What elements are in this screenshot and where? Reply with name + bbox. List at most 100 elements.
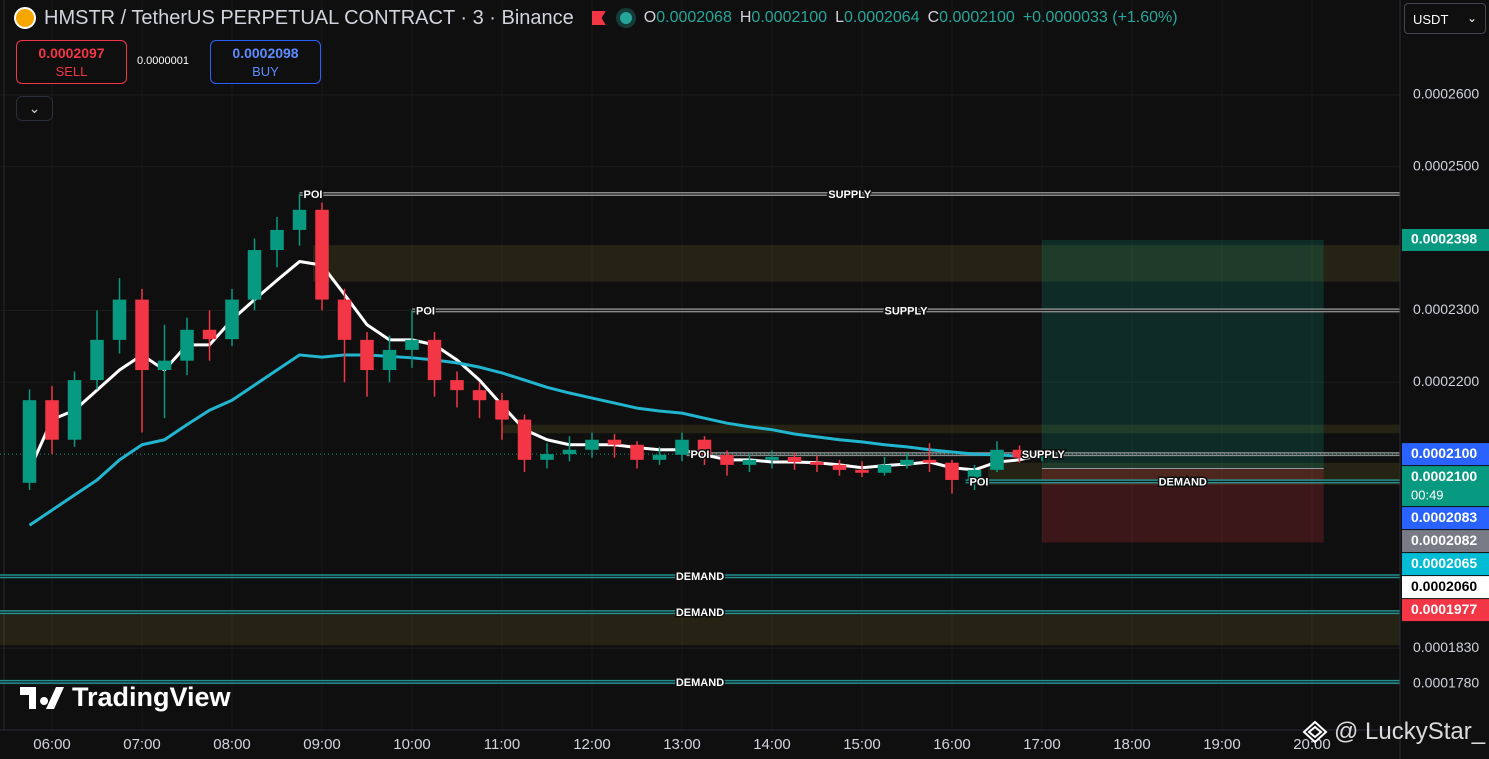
header: HMSTR / TetherUS PERPETUAL CONTRACT · 3 … (14, 4, 1178, 32)
x-tick-label: 19:00 (1203, 736, 1241, 753)
candle-body (180, 329, 194, 361)
price-label-bg (1402, 576, 1489, 599)
candle-body (360, 339, 374, 371)
price-label-bg (1402, 443, 1489, 466)
price-label: 0.0002082 (1411, 532, 1477, 548)
level-label: DEMAND (676, 677, 724, 689)
dropdown-arrow: ⌄ (1466, 11, 1477, 25)
level-label: DEMAND (676, 607, 724, 619)
x-tick-label: 12:00 (573, 736, 611, 753)
level-label: SUPPLY (828, 189, 872, 201)
candle-body (22, 400, 37, 483)
level-label: SUPPLY (1022, 449, 1066, 461)
candle-body (135, 299, 149, 371)
ohlc-item: L0.0002064 (835, 9, 920, 27)
ohlc-key: H (739, 9, 752, 26)
price-axis (1400, 0, 1489, 759)
author: @ LuckyStar_ (1334, 718, 1486, 745)
y-tick-label: 0.0002200 (1413, 373, 1479, 389)
candle-body (810, 461, 824, 465)
ohlc-key: L (835, 9, 844, 26)
candle-body (630, 444, 644, 460)
ohlc-key: C (927, 9, 940, 26)
candle-body (427, 339, 442, 381)
x-tick-label: 10:00 (393, 736, 431, 753)
x-tick-label: 06:00 (33, 736, 71, 753)
currency: USDT (1413, 12, 1449, 27)
level-label: DEMAND (1159, 476, 1207, 488)
ohlc-item: C0.0002100 (928, 9, 1015, 27)
candle-body (787, 456, 802, 462)
collapse-button[interactable]: ⌄ (16, 96, 53, 121)
x-tick-label: 20:00 (1293, 736, 1331, 753)
ohlc-item: H0.0002100 (740, 9, 827, 27)
x-tick-label: 17:00 (1023, 736, 1061, 753)
sell-price: 0.0002097 (38, 45, 105, 61)
moving-average (28, 353, 1042, 527)
price-label-bg (1402, 553, 1489, 576)
y-tick-label: 0.0001780 (1413, 675, 1479, 691)
ohlc-value: 0.0002100 (751, 9, 828, 26)
price-label-bg (1402, 228, 1489, 251)
zone (502, 424, 1401, 434)
candle-body (922, 459, 937, 463)
candle-body (990, 449, 1004, 470)
buy-label: BUY (252, 64, 279, 79)
buy-button[interactable]: 0.0002098 BUY (210, 40, 321, 84)
x-tick-label: 14:00 (753, 736, 791, 753)
ohlc-key: O (643, 9, 657, 26)
buy-price: 0.0002098 (232, 45, 299, 61)
level-label: SUPPLY (884, 305, 928, 317)
ohlc-item: O0.0002068 (644, 9, 732, 27)
x-tick-label: 09:00 (303, 736, 341, 753)
candle-body (517, 419, 532, 460)
candle-body (112, 299, 127, 340)
candle-body (607, 439, 622, 445)
candle-body (967, 469, 982, 480)
target-area (1041, 239, 1324, 469)
candle-body (855, 469, 869, 473)
candle-body (472, 390, 487, 401)
poi-label: POI (969, 476, 988, 488)
level-label: DEMAND (676, 571, 724, 583)
x-tick-label: 11:00 (484, 736, 520, 753)
candle-body (585, 439, 599, 450)
candle-body (877, 464, 892, 473)
sell-label: SELL (55, 64, 88, 79)
y-tick-label: 0.0002600 (1413, 86, 1479, 102)
candle-body (540, 454, 554, 460)
candle-body (675, 439, 689, 455)
y-tick-label: 0.0001830 (1413, 639, 1479, 655)
candle-body (247, 250, 262, 300)
x-tick-label: 08:00 (213, 736, 251, 753)
candle-body (450, 380, 464, 391)
x-tick-label: 15:00 (843, 736, 881, 753)
x-tick-label: 16:00 (933, 736, 971, 753)
price-label: 0.0002398 (1411, 231, 1477, 247)
x-tick-label: 18:00 (1113, 736, 1151, 753)
x-tick-label: 13:00 (663, 736, 701, 753)
candle-body (337, 299, 352, 340)
y-tick-label: 0.0002300 (1413, 301, 1479, 317)
candle-body (315, 209, 329, 300)
candle-body (495, 400, 509, 420)
price-label: 0.0002065 (1411, 555, 1477, 571)
candle-body (742, 459, 757, 465)
brand-logo-shape (20, 686, 64, 709)
currency-select[interactable]: USDT ⌄ (1404, 3, 1486, 34)
symbol: HMSTR / TetherUS PERPETUAL CONTRACT · 3 … (44, 6, 574, 29)
author-icon-shape (1302, 720, 1328, 744)
poi-label: POI (416, 305, 435, 317)
price-label: 0.0001977 (1411, 601, 1477, 617)
brand: TradingView (72, 682, 231, 712)
author-watermark: @ LuckyStar_ (1300, 718, 1485, 746)
moving-average (28, 260, 1043, 472)
x-tick-label: 07:00 (123, 736, 161, 753)
candle-body (832, 464, 847, 470)
status-dot (619, 12, 632, 24)
sell-button[interactable]: 0.0002097 SELL (16, 40, 127, 84)
y-tick-label: 0.0002500 (1413, 157, 1479, 173)
candle-body (382, 349, 397, 371)
